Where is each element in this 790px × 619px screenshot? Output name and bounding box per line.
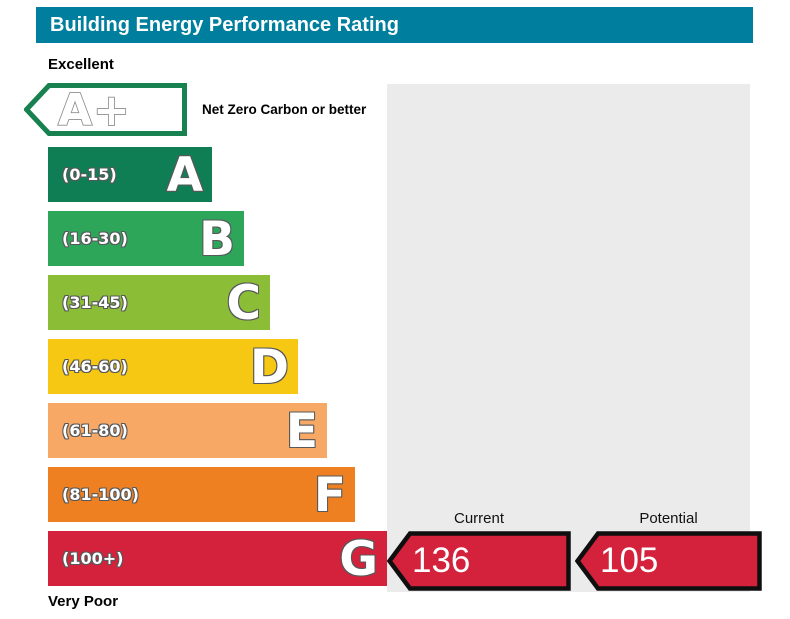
band-d-range: (46-60) xyxy=(62,357,128,376)
band-a-range: (0-15) xyxy=(62,165,117,184)
net-zero-letter: A+ xyxy=(58,85,131,136)
title-bar: Building Energy Performance Rating xyxy=(36,7,753,43)
band-c-letter: C xyxy=(226,276,262,331)
band-d: (46-60) D xyxy=(48,339,298,394)
current-rating-arrow: 136 xyxy=(387,531,571,591)
ratings-panel-background xyxy=(387,84,750,592)
band-d-letter: D xyxy=(249,340,289,395)
band-a: (0-15) A xyxy=(48,147,212,202)
current-label: Current xyxy=(453,510,505,527)
band-b-letter: B xyxy=(199,212,235,267)
band-f-range: (81-100) xyxy=(62,485,139,504)
potential-label: Potential xyxy=(639,510,698,527)
band-g-range: (100+) xyxy=(62,549,124,568)
band-b-range: (16-30) xyxy=(62,229,128,248)
current-value: 136 xyxy=(412,541,470,580)
scale-top-label: Excellent xyxy=(48,56,114,73)
band-e: (61-80) E xyxy=(48,403,327,458)
band-c: (31-45) C xyxy=(48,275,270,330)
net-zero-arrow-shape xyxy=(24,83,187,136)
band-a-letter: A xyxy=(166,148,203,203)
band-f-letter: F xyxy=(313,468,346,523)
current-arrow-shape xyxy=(387,531,571,591)
band-e-letter: E xyxy=(285,404,318,459)
potential-arrow-shape xyxy=(575,531,762,591)
band-g-letter: G xyxy=(339,532,378,587)
potential-value: 105 xyxy=(600,541,658,580)
band-c-range: (31-45) xyxy=(62,293,128,312)
page-title: Building Energy Performance Rating xyxy=(50,14,399,36)
band-b: (16-30) B xyxy=(48,211,244,266)
potential-rating-arrow: 105 xyxy=(575,531,762,591)
band-g: (100+) G xyxy=(48,531,387,586)
band-f: (81-100) F xyxy=(48,467,355,522)
scale-bottom-label: Very Poor xyxy=(48,593,119,610)
net-zero-band: A+ xyxy=(24,83,187,136)
band-e-range: (61-80) xyxy=(62,421,128,440)
net-zero-description: Net Zero Carbon or better xyxy=(202,102,367,117)
